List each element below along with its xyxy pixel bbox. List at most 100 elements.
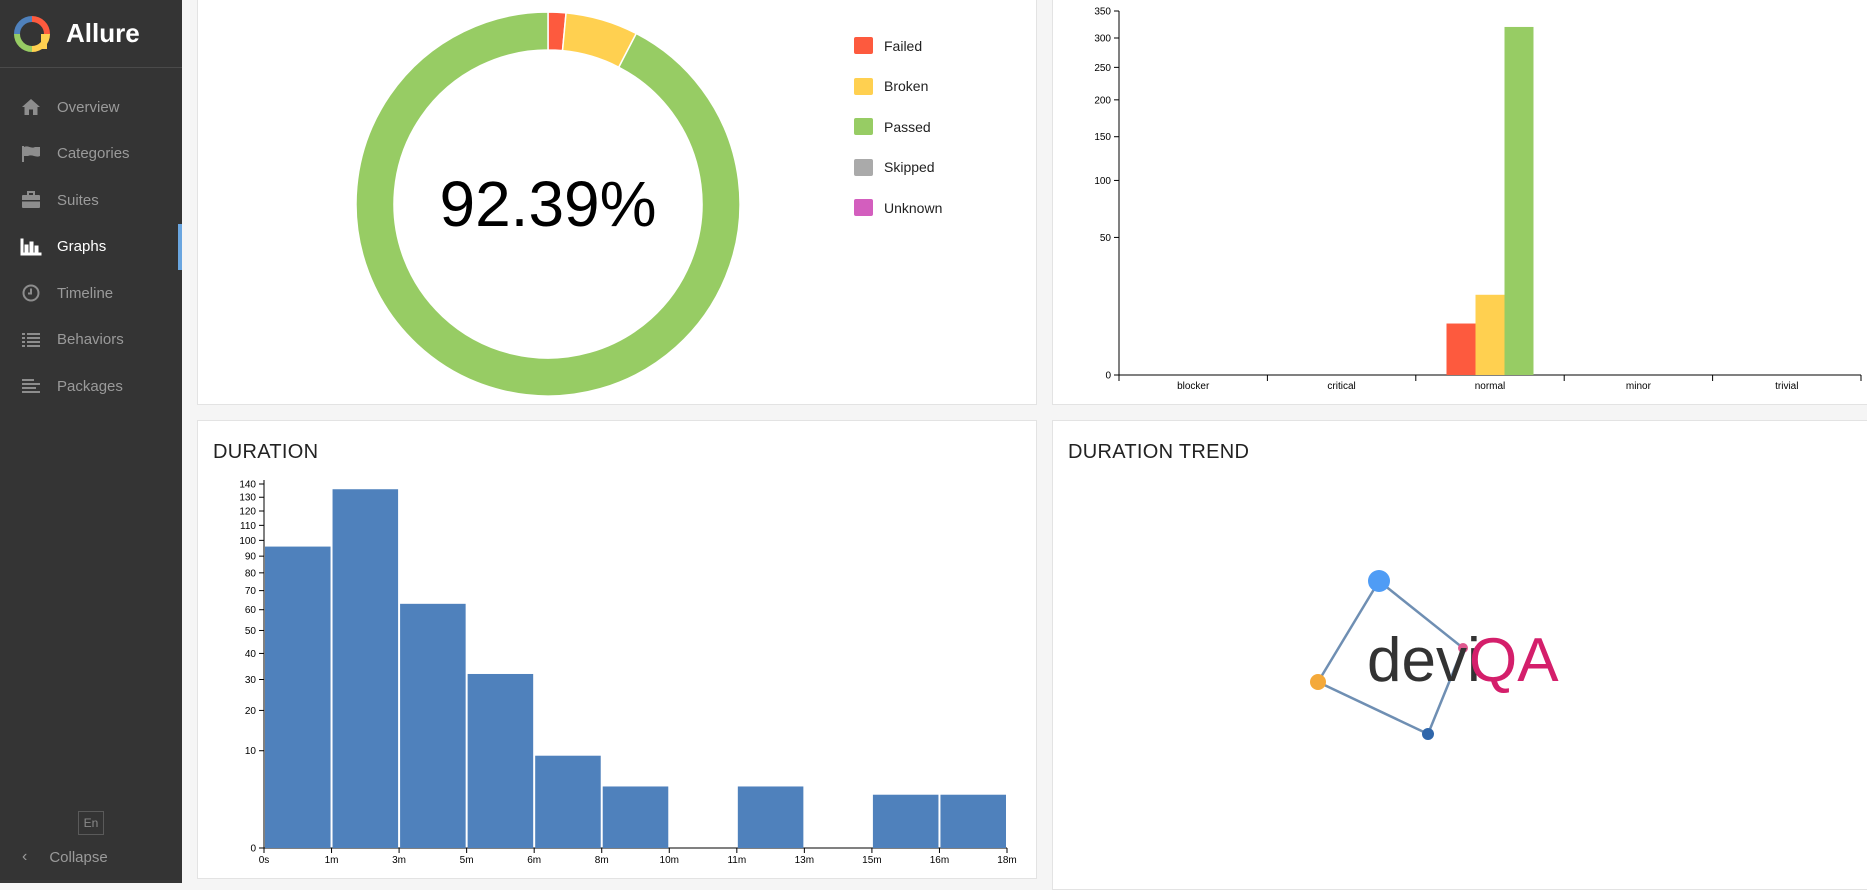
legend-swatch <box>854 37 873 54</box>
brand[interactable]: Allure <box>0 0 182 68</box>
y-tick-label: 0 <box>1105 371 1111 382</box>
x-tick-label: 6m <box>527 855 541 866</box>
legend-label: Passed <box>884 118 931 135</box>
severity-chart: 0 50 100 150 200 250 300 350 blocker critical norm… <box>1094 7 1862 392</box>
sidebar-item-label: Categories <box>57 145 130 163</box>
list-icon <box>20 331 42 349</box>
y-tick-label: 200 <box>1094 95 1111 106</box>
logo-dot-orange <box>1310 674 1326 690</box>
briefcase-icon <box>20 191 42 209</box>
status-percent-label: 92.39% <box>439 168 656 240</box>
legend-item-skipped[interactable]: Skipped <box>854 158 935 176</box>
x-tick-label: minor <box>1626 381 1652 392</box>
logo-text-dark: devi <box>1367 626 1481 695</box>
y-tick-label: 30 <box>245 675 257 686</box>
y-tick-label: 70 <box>245 586 257 597</box>
histogram-bar-16m-18m <box>940 794 1006 848</box>
y-tick-label: 120 <box>239 507 256 518</box>
home-icon <box>20 98 42 116</box>
language-button[interactable]: En <box>78 811 104 835</box>
y-tick-label: 100 <box>239 536 256 547</box>
y-tick-label: 140 <box>239 480 256 491</box>
sidebar-item-label: Behaviors <box>57 331 124 349</box>
bar-normal-broken <box>1475 294 1505 375</box>
legend-item-failed[interactable]: Failed <box>854 37 922 54</box>
sidebar-item-label: Packages <box>57 377 123 395</box>
duration-trend-panel: DURATION TREND devi QA <box>1052 420 1867 890</box>
x-tick-label: 3m <box>392 855 406 866</box>
y-tick-label: 60 <box>245 605 257 616</box>
status-panel: 92.39% Failed Broken Passed Skipped Unknown <box>197 0 1037 405</box>
legend-item-passed[interactable]: Passed <box>854 118 931 135</box>
y-tick-label: 0 <box>250 844 256 855</box>
y-tick-label: 10 <box>245 746 257 757</box>
sidebar-item-packages[interactable]: Packages <box>0 363 182 410</box>
histogram-bar-6m-8m <box>535 755 601 848</box>
x-tick-label: 15m <box>862 855 881 866</box>
duration-trend-title: DURATION TREND <box>1068 441 1250 463</box>
app-name: Allure <box>66 18 140 48</box>
x-tick-label: 11m <box>727 855 746 866</box>
y-tick-label: 150 <box>1094 132 1111 143</box>
x-tick-label: 0s <box>259 855 270 866</box>
align-left-icon <box>20 377 42 395</box>
legend-label: Skipped <box>884 159 935 175</box>
bar-normal-passed <box>1504 26 1534 375</box>
donut-slice-passed <box>355 11 741 397</box>
legend-label: Unknown <box>884 199 943 216</box>
x-tick-label: 13m <box>795 855 814 866</box>
histogram-bar-11m-13m <box>737 786 804 848</box>
y-tick-label: 90 <box>245 552 257 563</box>
x-tick-label: 16m <box>930 855 949 866</box>
severity-panel: 0 50 100 150 200 250 300 350 blocker critical norm… <box>1052 0 1867 405</box>
allure-logo-icon <box>14 15 50 52</box>
collapse-button[interactable]: ‹ Collapse <box>22 848 108 866</box>
sidebar-item-overview[interactable]: Overview <box>0 84 182 131</box>
logo-dot-pink <box>1458 643 1468 653</box>
sidebar-item-label: Timeline <box>57 284 114 302</box>
sidebar-item-categories[interactable]: Categories <box>0 131 182 178</box>
legend-item-unknown[interactable]: Unknown <box>854 199 942 216</box>
legend-swatch <box>854 199 873 216</box>
y-tick-label: 80 <box>245 568 257 579</box>
x-tick-label: critical <box>1327 381 1355 392</box>
x-tick-label: 5m <box>460 855 474 866</box>
flag-icon <box>20 145 42 163</box>
y-tick-label: 50 <box>245 626 257 637</box>
clock-icon <box>20 284 42 302</box>
y-tick-label: 250 <box>1094 63 1111 74</box>
x-tick-label: 8m <box>595 855 609 866</box>
histogram-bar-5m-6m <box>467 673 534 848</box>
chevron-left-icon: ‹ <box>22 848 28 865</box>
x-tick-label: blocker <box>1177 381 1210 392</box>
x-tick-label: 1m <box>325 855 339 866</box>
bar-normal-failed <box>1446 323 1476 375</box>
histogram-bar-8m-10m <box>602 786 669 848</box>
histogram-bar-3m-5m <box>400 603 466 848</box>
sidebar-item-behaviors[interactable]: Behaviors <box>0 317 182 364</box>
sidebar-item-timeline[interactable]: Timeline <box>0 270 182 317</box>
logo-dot-blue <box>1368 570 1390 592</box>
x-tick-label: 18m <box>997 855 1016 866</box>
y-tick-label: 40 <box>245 649 257 660</box>
y-tick-label: 100 <box>1094 176 1111 187</box>
y-tick-label: 110 <box>240 521 256 532</box>
status-donut-chart: 92.39% <box>355 11 741 397</box>
legend-item-broken[interactable]: Broken <box>854 77 929 95</box>
deviqa-logo: devi QA <box>1310 570 1559 740</box>
histogram-bar-0s-1m <box>265 546 331 848</box>
legend-swatch <box>854 77 873 95</box>
y-tick-label: 130 <box>239 493 256 504</box>
legend-label: Broken <box>884 78 929 94</box>
x-tick-label: normal <box>1475 381 1506 392</box>
legend-label: Failed <box>884 37 923 54</box>
y-tick-label: 20 <box>245 706 257 717</box>
sidebar-item-graphs[interactable]: Graphs <box>0 223 182 271</box>
y-tick-label: 350 <box>1094 7 1111 18</box>
sidebar-item-suites[interactable]: Suites <box>0 177 182 224</box>
collapse-label: Collapse <box>49 848 108 866</box>
sidebar-nav: Overview Categories Suites Graphs Timeli… <box>0 84 182 410</box>
x-tick-label: 10m <box>660 855 679 866</box>
legend-swatch <box>854 118 873 135</box>
logo-text-accent: QA <box>1469 626 1559 695</box>
